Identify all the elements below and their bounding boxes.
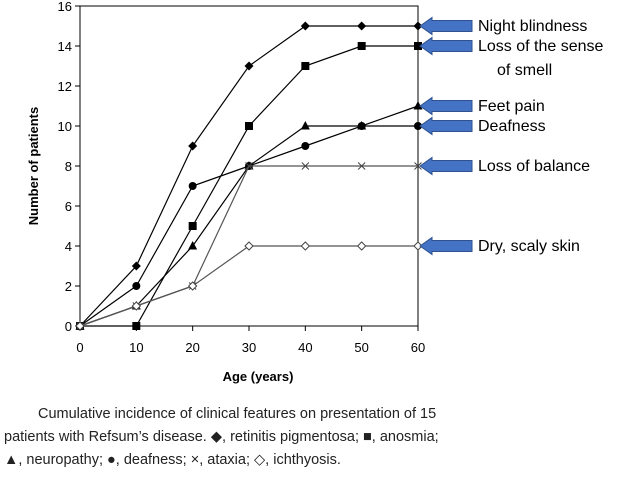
series-1 (75, 21, 423, 331)
data-point-filled-diamond (244, 61, 254, 71)
y-tick-label: 8 (65, 159, 72, 174)
series-line (79, 25, 418, 327)
y-tick-label: 0 (65, 319, 72, 334)
data-point-filled-triangle (413, 101, 423, 110)
data-point-filled-square (188, 222, 197, 230)
data-point-cross (414, 162, 422, 170)
y-tick-label: 16 (58, 0, 72, 14)
x-tick-label: 10 (129, 340, 143, 355)
cross-stroke (357, 162, 366, 170)
data-point-filled-diamond (357, 21, 367, 31)
chart-series (75, 21, 423, 331)
data-point-cross (301, 162, 310, 170)
data-point-filled-square (414, 42, 422, 50)
data-point-filled-triangle (188, 241, 198, 250)
caption-line-2: patients with Refsum’s disease. ◆, retin… (4, 429, 439, 445)
data-point-open-diamond (413, 241, 423, 251)
y-tick-label: 6 (65, 199, 72, 214)
line-chart: 0 2 4 6 8 10 12 14 16 0 10 20 30 40 50 60 Night blindne… (26, 0, 604, 384)
figure-caption: Cumulative incidence of clinical feature… (4, 403, 634, 472)
callout-arrow (419, 156, 473, 176)
callout-arrow (419, 116, 473, 136)
y-axis-title: Number of patients (26, 107, 41, 225)
x-tick-label: 40 (298, 340, 312, 355)
callout-1: Night blindness (419, 16, 587, 36)
data-point-open-diamond (300, 241, 311, 251)
series-6 (75, 241, 423, 331)
data-point-filled-diamond (413, 21, 423, 31)
callout-arrow (419, 16, 473, 36)
chart-axes: 0 2 4 6 8 10 12 14 16 0 10 20 30 40 50 60 (58, 0, 426, 355)
data-point-open-diamond (244, 241, 254, 251)
callout-3: Feet pain (419, 96, 545, 116)
data-point-open-diamond (75, 321, 85, 331)
data-point-filled-square (245, 122, 253, 130)
data-point-filled-circle (188, 182, 197, 190)
x-tick-label: 50 (354, 340, 368, 355)
cross-stroke (301, 162, 310, 170)
callout-arrow (419, 236, 473, 256)
data-point-open-diamond (187, 281, 198, 291)
data-point-filled-diamond (300, 21, 310, 31)
x-tick-label: 60 (411, 340, 425, 355)
y-tick-label: 14 (58, 39, 72, 54)
y-tick-label: 10 (58, 119, 72, 134)
callout-2: Loss of the sense of smell (419, 36, 604, 79)
y-tick-label: 12 (58, 79, 72, 94)
callout-5: Loss of balance (419, 156, 590, 176)
feature-callouts: Night blindness Loss of the sense of smell… (419, 16, 604, 256)
data-point-open-diamond (356, 241, 367, 251)
x-axis-title: Age (years) (223, 369, 294, 384)
data-point-cross (357, 162, 366, 170)
caption-line-1: Cumulative incidence of clinical feature… (38, 406, 437, 422)
data-point-filled-circle (132, 282, 141, 290)
y-tick-label: 4 (65, 239, 72, 254)
callout-4: Deafness (419, 116, 546, 136)
series-line (79, 245, 418, 327)
data-point-filled-square (357, 42, 366, 50)
data-point-filled-triangle (300, 121, 310, 130)
data-point-filled-circle (357, 122, 366, 130)
x-tick-label: 20 (185, 340, 199, 355)
callout-label: Deafness (478, 118, 546, 135)
x-tick-label: 30 (242, 340, 256, 355)
series-line (80, 45, 418, 327)
cross-stroke (245, 162, 253, 170)
cross-stroke (414, 162, 422, 170)
caption-line-3: ▲, neuropathy; ●, deafness; ×, ataxia; ◇… (4, 452, 341, 468)
callout-label: Night blindness (478, 18, 587, 35)
callout-label: Loss of balance (478, 158, 590, 175)
data-point-cross (245, 162, 253, 170)
x-tick-label: 0 (76, 340, 83, 355)
series-line (79, 125, 418, 327)
callout-label: Feet pain (478, 98, 545, 115)
callout-6: Dry, scaly skin (419, 236, 580, 256)
data-point-filled-diamond (188, 141, 198, 151)
data-point-filled-diamond (131, 261, 141, 271)
data-point-filled-circle (301, 142, 310, 150)
callout-arrow (419, 36, 473, 56)
callout-arrow (419, 96, 473, 116)
y-tick-label: 2 (65, 279, 72, 294)
series-2 (76, 42, 422, 330)
callout-label: Loss of the sense (478, 38, 604, 55)
callout-label: of smell (497, 62, 552, 79)
series-line (79, 105, 419, 327)
series-3 (75, 101, 423, 330)
callout-label: Dry, scaly skin (478, 238, 580, 255)
data-point-filled-circle (414, 122, 422, 130)
data-point-filled-square (301, 62, 310, 70)
data-point-open-diamond (131, 301, 142, 311)
series-4 (76, 122, 422, 330)
data-point-filled-square (132, 322, 141, 330)
